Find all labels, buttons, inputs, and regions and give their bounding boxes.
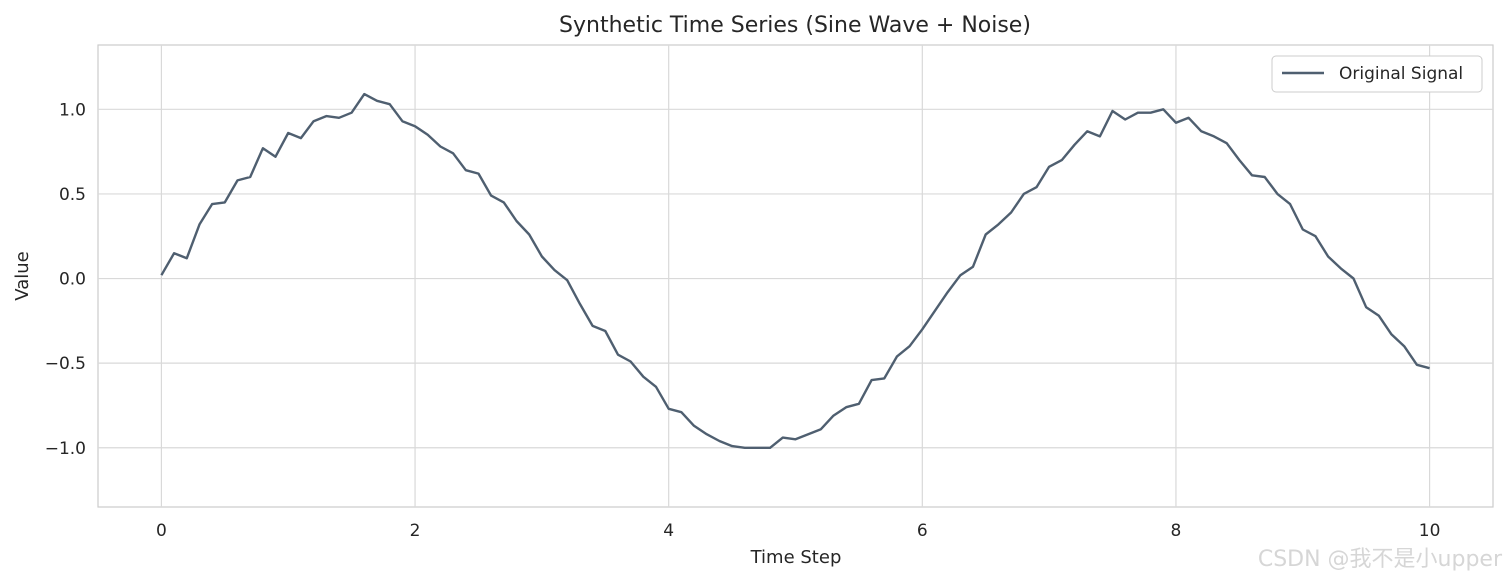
chart-title: Synthetic Time Series (Sine Wave + Noise… xyxy=(559,13,1031,38)
x-tick-label: 2 xyxy=(410,521,421,541)
plot-area xyxy=(97,44,1494,508)
y-tick-label: 0.5 xyxy=(59,185,86,205)
x-tick-label: 6 xyxy=(917,521,928,541)
x-tick-label: 8 xyxy=(1171,521,1182,541)
y-axis-label: Value xyxy=(12,251,33,300)
y-tick-label: −1.0 xyxy=(45,439,86,459)
grid xyxy=(98,45,1493,507)
series-line-original-signal xyxy=(160,92,1430,449)
legend-label: Original Signal xyxy=(1339,64,1463,84)
y-tick-labels: −1.0 −0.5 0.0 0.5 1.0 xyxy=(45,100,86,458)
x-tick-label: 10 xyxy=(1419,521,1441,541)
x-tick-label: 4 xyxy=(663,521,674,541)
legend: Original Signal xyxy=(1271,55,1483,93)
y-tick-label: 1.0 xyxy=(59,100,86,120)
x-tick-label: 0 xyxy=(156,521,167,541)
y-tick-label: 0.0 xyxy=(59,270,86,290)
watermark: CSDN @我不是小upper xyxy=(1257,547,1502,572)
y-tick-label: −0.5 xyxy=(45,354,86,374)
x-axis-label: Time Step xyxy=(750,547,842,568)
legend-box xyxy=(1271,55,1483,93)
x-tick-labels: 0 2 4 6 8 10 xyxy=(156,521,1440,541)
series-layer xyxy=(160,92,1430,449)
